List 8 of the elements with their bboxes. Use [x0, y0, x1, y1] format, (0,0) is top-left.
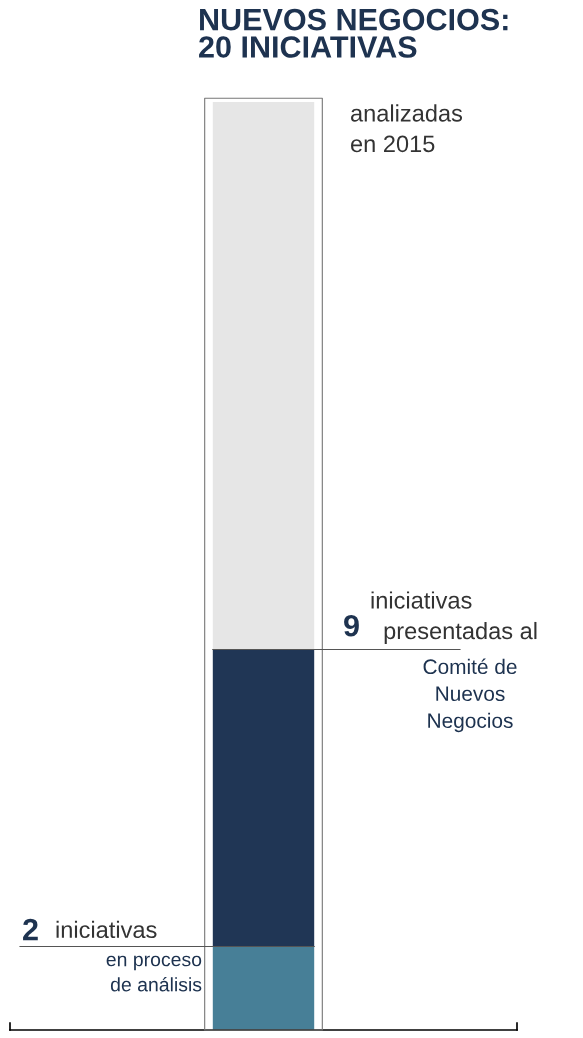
text: 2	[23, 918, 38, 941]
chart-title: NUEVOS NEGOCIOS: 20 INICIATIVAS	[199, 8, 508, 58]
text: Comité de Nuevos Negocios	[423, 658, 517, 733]
text: iniciativas	[56, 920, 157, 939]
text: en proceso de análisis	[106, 955, 202, 992]
text: iniciativas presentadas al	[371, 591, 537, 644]
text: 9	[344, 614, 359, 637]
text: analizadas en 2015	[351, 104, 463, 153]
